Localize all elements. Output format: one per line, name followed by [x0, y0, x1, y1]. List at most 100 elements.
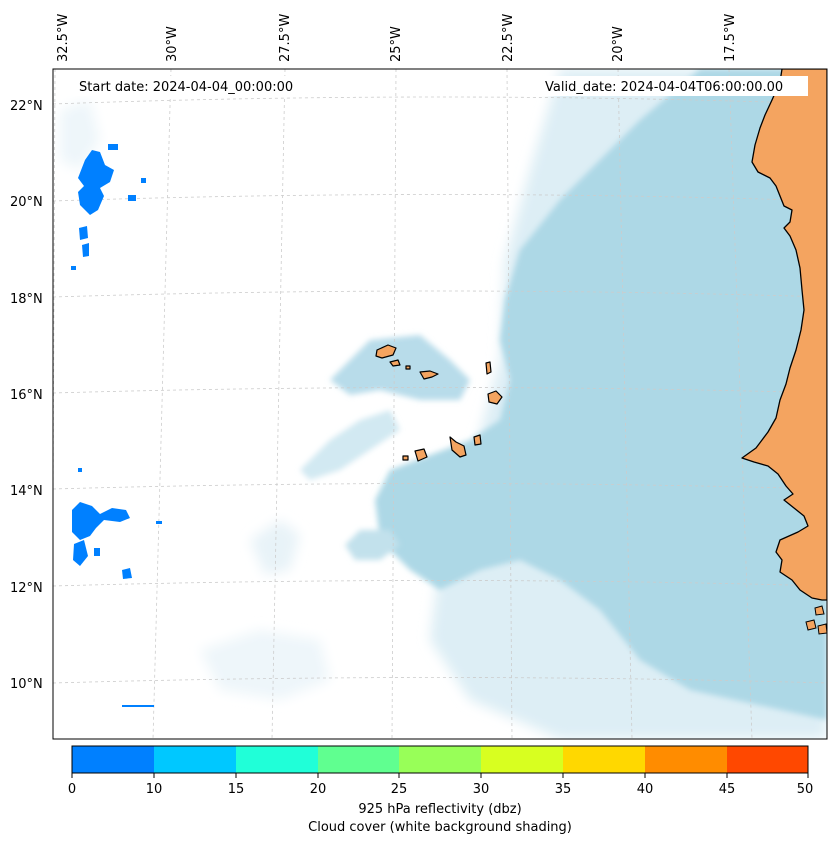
lon-label-20w: 20°W [611, 26, 626, 62]
graticule [53, 69, 827, 739]
reflectivity-patch-north-g [71, 266, 76, 270]
island-maio [473, 434, 482, 446]
cloud-patch-west [250, 520, 300, 575]
colorbar-label-line1: 925 hPa reflectivity (dbz) [358, 802, 521, 817]
cloud-main-mass [375, 69, 827, 720]
lat-label-12n: 12°N [10, 581, 43, 596]
colorbar-tick-label: 25 [391, 782, 408, 797]
reflectivity-patch-north-f [141, 178, 146, 183]
reflectivity-patch-south-e [78, 468, 82, 472]
island-sal [485, 361, 492, 375]
reflectivity-patch-south [72, 502, 130, 540]
reflectivity-patch-north-b [108, 144, 118, 150]
start-date-label: Start date: 2024-04-04_00:00:00 [79, 80, 293, 95]
island-brava [402, 455, 409, 461]
island-sao-nicolau [419, 370, 439, 380]
colorbar-segment-25-30 [399, 746, 481, 773]
colorbar-tick-label: 35 [555, 782, 572, 797]
valid-date-box: Valid_date: 2024-04-04T06:00:00.00 [538, 76, 808, 96]
island-small-1 [814, 605, 825, 616]
west-africa-landmass [741, 69, 827, 601]
reflectivity-patch-north-e [128, 195, 136, 201]
parallel-16n [53, 387, 827, 394]
parallel-22n [53, 96, 827, 105]
parallel-18n [53, 290, 827, 298]
colorbar-tick-label: 30 [473, 782, 490, 797]
colorbar-segment-10-15 [154, 746, 236, 773]
lat-label-14n: 14°N [10, 484, 43, 499]
colorbar-segment-20-25 [318, 746, 399, 773]
colorbar-label-line2: Cloud cover (white background shading) [308, 820, 572, 835]
island-santa-luzia [405, 365, 411, 370]
island-small-3 [817, 623, 827, 635]
lat-label-10n: 10°N [10, 677, 43, 692]
lon-label-17-5w: 17.5°W [723, 14, 738, 62]
lon-label-32-5w: 32.5°W [56, 14, 71, 62]
island-santo-antao [375, 344, 397, 359]
parallel-12n [53, 580, 827, 587]
reflectivity-patch-north-d [82, 243, 89, 257]
parallel-14n [53, 483, 827, 490]
cape-verde-islands [375, 344, 503, 462]
cloud-patch-northwest [60, 100, 100, 170]
bissagos-islands [805, 605, 827, 635]
island-small-2 [805, 619, 817, 631]
reflectivity-patch-south-f [156, 521, 162, 524]
colorbar-segment-45-50 [727, 746, 808, 773]
meridian-20w [617, 69, 633, 739]
colorbar-segment-30-35 [481, 746, 563, 773]
cloud-cover-shading [60, 69, 827, 739]
cloud-band-streak [300, 410, 400, 480]
colorbar-tick-label: 15 [228, 782, 245, 797]
colorbar-tick-label: 10 [146, 782, 163, 797]
reflectivity-patch-north-c [79, 226, 88, 240]
meridian-25w [391, 69, 397, 739]
latitude-labels: 22°N 20°N 18°N 16°N 14°N 12°N 10°N [10, 99, 43, 692]
island-santiago [449, 436, 467, 458]
colorbar-tick-label: 50 [797, 782, 814, 797]
meridian-17-5w [728, 69, 753, 739]
colorbar-segments [72, 746, 808, 773]
lon-label-30w: 30°W [165, 26, 180, 62]
lon-label-27-5w: 27.5°W [278, 14, 293, 62]
colorbar-frame [71, 745, 809, 774]
reflectivity-patch-south-c [94, 548, 100, 556]
valid-date-label: Valid_date: 2024-04-04T06:00:00.00 [545, 80, 783, 95]
lat-label-22n: 22°N [10, 99, 43, 114]
island-fogo [414, 448, 428, 462]
lat-label-16n: 16°N [10, 388, 43, 403]
meridian-30w [152, 69, 172, 739]
colorbar-segment-40-45 [645, 746, 727, 773]
lon-label-25w: 25°W [389, 26, 404, 62]
island-boa-vista [487, 390, 503, 405]
reflectivity-streak [122, 705, 154, 707]
start-date-box: Start date: 2024-04-04_00:00:00 [73, 76, 309, 96]
lon-label-22-5w: 22.5°W [501, 14, 516, 62]
longitude-labels: 32.5°W 30°W 27.5°W 25°W 22.5°W 20°W 17.5… [56, 14, 738, 62]
cloud-band-cape-verde [330, 335, 470, 400]
meridian-27-5w [271, 69, 286, 739]
colorbar-tick-label: 20 [310, 782, 327, 797]
colorbar-tick-labels: 0 10 15 20 25 30 35 40 45 50 [68, 782, 813, 797]
colorbar-tick-label: 40 [637, 782, 654, 797]
reflectivity-0-10-patches [71, 144, 162, 707]
colorbar-tick-marks [71, 773, 809, 778]
lat-label-20n: 20°N [10, 195, 43, 210]
island-sao-vicente [389, 359, 401, 367]
cloud-patch-southwest [200, 630, 330, 700]
colorbar-segment-0-10 [72, 746, 154, 773]
meridian-22-5w [506, 69, 513, 739]
colorbar-segment-15-20 [236, 746, 318, 773]
colorbar-tick-label: 0 [68, 782, 76, 797]
lat-label-18n: 18°N [10, 292, 43, 307]
map-panel [53, 69, 827, 739]
parallel-10n [53, 677, 827, 684]
reflectivity-patch-south-b [73, 540, 88, 566]
colorbar-segment-35-40 [563, 746, 645, 773]
reflectivity-patch-north [78, 150, 114, 215]
colorbar-tick-label: 45 [719, 782, 736, 797]
parallel-20n [53, 194, 827, 202]
map-frame [52, 68, 828, 740]
cloud-band-south [345, 530, 400, 560]
